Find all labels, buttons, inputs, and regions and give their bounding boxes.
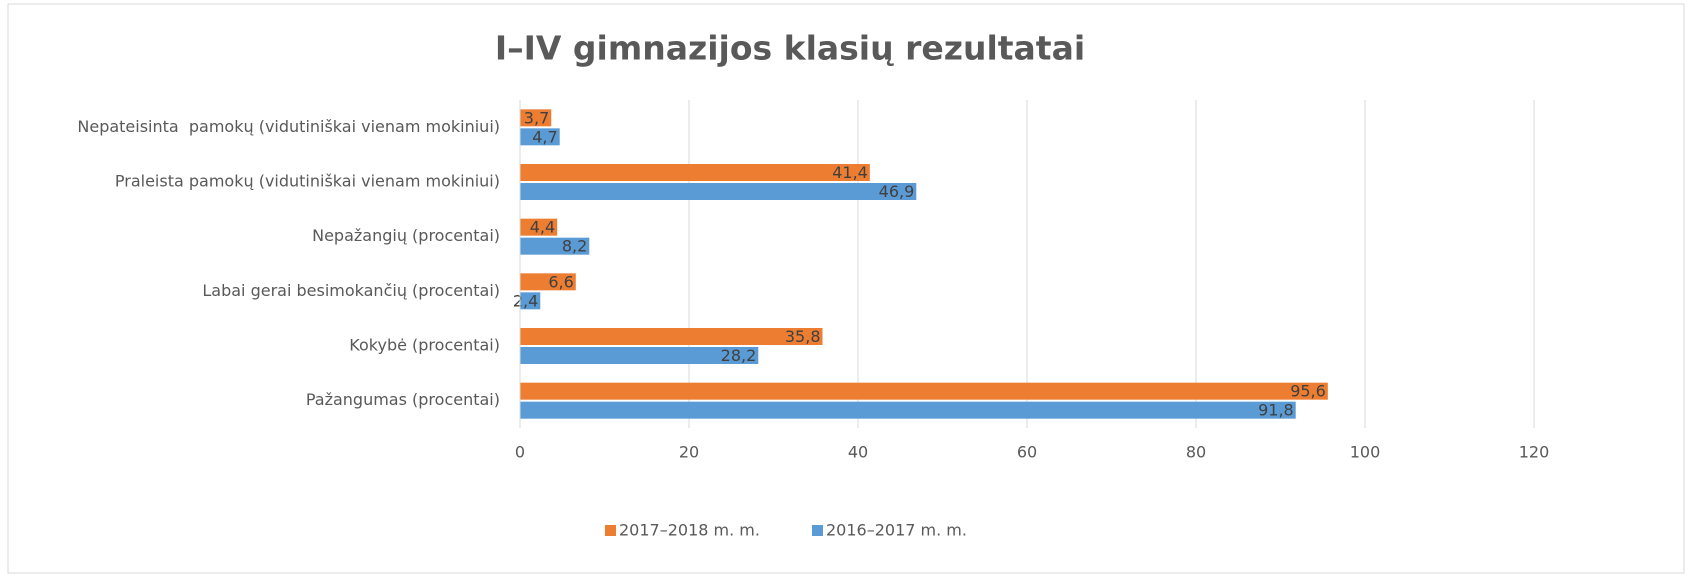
x-tick-label: 100 — [1350, 443, 1381, 462]
x-tick-label: 0 — [515, 443, 525, 462]
bar — [520, 273, 576, 291]
y-tick-label: Kokybė (procentai) — [349, 336, 500, 355]
bar — [520, 128, 560, 146]
bar — [520, 292, 541, 310]
y-tick-label: Labai gerai besimokančių (procentai) — [202, 281, 500, 300]
value-label: 91,8 — [1258, 401, 1294, 420]
bar — [520, 164, 870, 181]
value-label: 2,4 — [513, 291, 538, 310]
bar — [520, 328, 823, 345]
bar — [520, 183, 917, 200]
bar — [520, 218, 558, 236]
y-tick-label: Nepažangių (procentai) — [312, 226, 500, 245]
value-label: 6,6 — [548, 272, 573, 291]
value-label: 3,7 — [524, 108, 549, 127]
x-tick-label: 80 — [1186, 443, 1206, 462]
value-label: 46,9 — [879, 182, 915, 201]
value-label: 35,8 — [785, 327, 821, 346]
legend-label: 2016–2017 m. m. — [826, 521, 967, 540]
value-label: 95,6 — [1290, 382, 1326, 401]
legend-label: 2017–2018 m. m. — [619, 521, 760, 540]
x-tick-label: 120 — [1519, 443, 1550, 462]
x-tick-label: 40 — [848, 443, 868, 462]
y-tick-label: Praleista pamokų (vidutiniškai vienam mo… — [115, 172, 500, 191]
value-label: 4,4 — [530, 218, 555, 237]
bar — [520, 382, 1328, 400]
chart-frame — [7, 3, 1685, 574]
bar — [520, 347, 759, 364]
bar — [520, 401, 1296, 419]
legend-swatch — [605, 525, 616, 536]
x-tick-label: 20 — [679, 443, 699, 462]
value-label: 8,2 — [562, 237, 587, 256]
chart-title: I–IV gimnazijos klasių rezultatai — [495, 29, 1085, 68]
value-label: 4,7 — [532, 127, 557, 146]
legend-swatch — [812, 525, 823, 536]
value-label: 28,2 — [721, 346, 757, 365]
x-tick-label: 60 — [1017, 443, 1037, 462]
y-tick-label: Pažangumas (procentai) — [306, 390, 500, 409]
bar — [520, 109, 552, 127]
bar — [520, 237, 590, 255]
y-tick-label: Nepateisinta pamokų (vidutiniškai vienam… — [77, 117, 500, 136]
value-label: 41,4 — [832, 163, 868, 182]
